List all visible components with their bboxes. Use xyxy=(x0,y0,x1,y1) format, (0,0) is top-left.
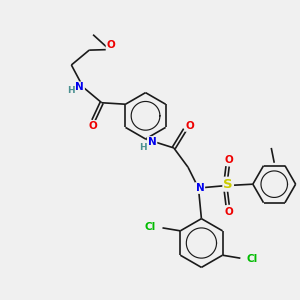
Text: O: O xyxy=(225,206,233,217)
Text: Cl: Cl xyxy=(145,222,156,232)
Text: O: O xyxy=(106,40,115,50)
Text: H: H xyxy=(67,86,75,95)
Text: Cl: Cl xyxy=(247,254,258,264)
Text: O: O xyxy=(185,121,194,131)
Text: N: N xyxy=(75,82,84,92)
Text: N: N xyxy=(148,137,157,147)
Text: O: O xyxy=(88,121,97,131)
Text: N: N xyxy=(196,183,204,193)
Text: O: O xyxy=(225,155,233,165)
Text: H: H xyxy=(140,143,147,152)
Text: S: S xyxy=(224,178,233,191)
